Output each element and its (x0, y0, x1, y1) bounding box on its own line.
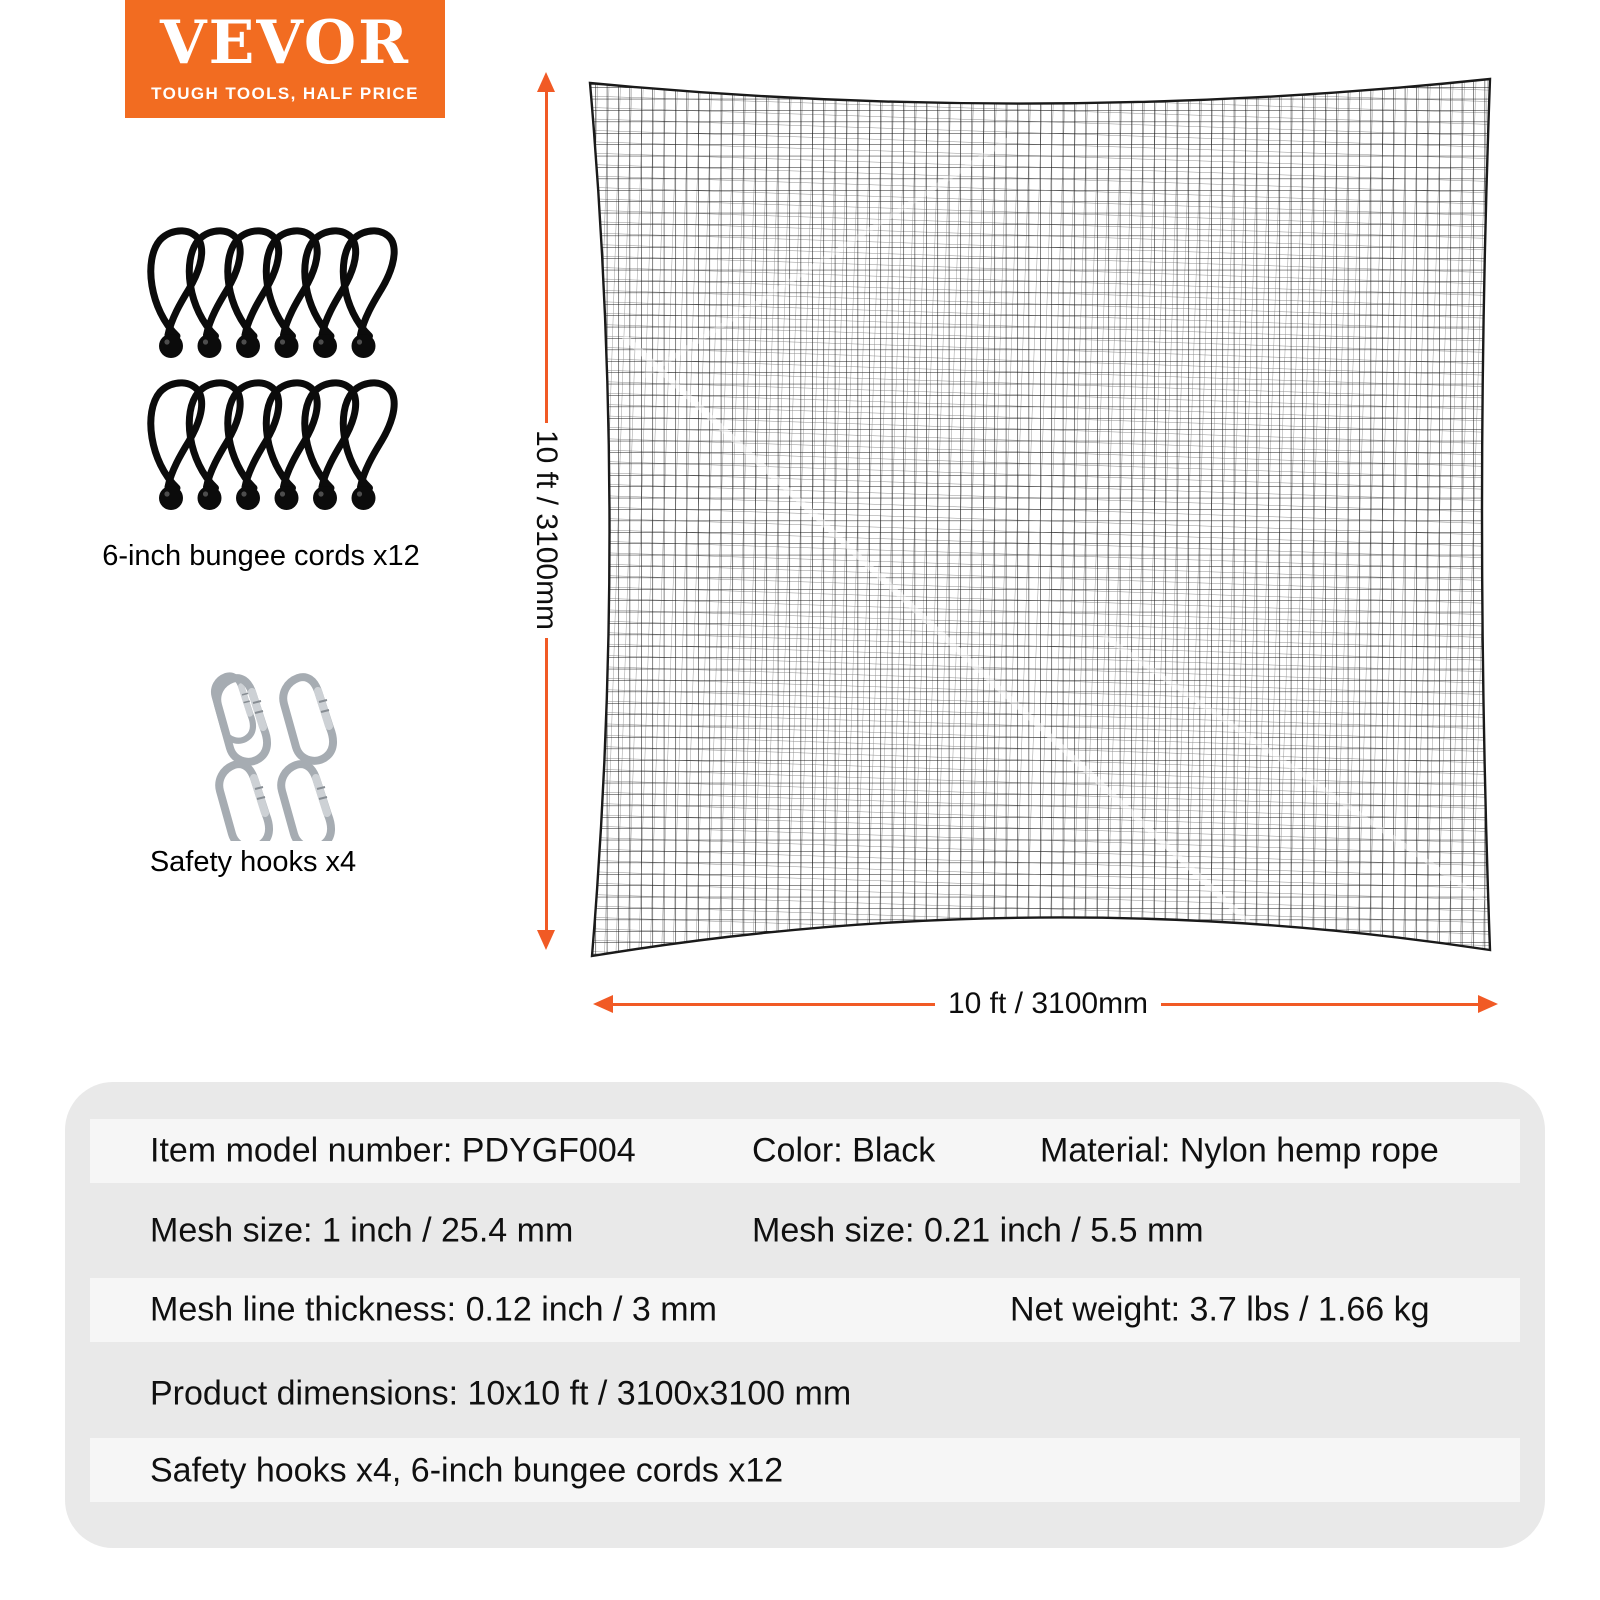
spec-color: Color: Black (752, 1131, 936, 1170)
spec-line-thickness: Mesh line thickness: 0.12 inch / 3 mm (150, 1290, 717, 1329)
spec-table: Item model number: PDYGF004 Color: Black… (65, 1082, 1545, 1548)
brand-name: VEVOR (160, 8, 410, 78)
brand-tagline: TOUGH TOOLS, HALF PRICE (151, 84, 419, 103)
dimension-line-horizontal-right (1161, 1002, 1478, 1006)
spec-mesh-size-1: Mesh size: 1 inch / 25.4 mm (150, 1211, 574, 1250)
safety-hooks-icon (203, 666, 343, 841)
dimension-arrowhead-right (1478, 995, 1498, 1013)
spec-row-stripe (90, 1119, 1520, 1183)
dimension-line-horizontal-left (613, 1002, 935, 1006)
dimension-arrowhead-up (537, 72, 555, 92)
spec-row-stripe (90, 1278, 1520, 1342)
spec-product-dimensions: Product dimensions: 10x10 ft / 3100x3100… (150, 1374, 852, 1413)
spec-row-stripe (90, 1438, 1520, 1502)
height-dimension-label: 10 ft / 3100mm (530, 429, 563, 631)
spec-included-accessories: Safety hooks x4, 6-inch bungee cords x12 (150, 1451, 784, 1490)
spec-mesh-size-2: Mesh size: 0.21 inch / 5.5 mm (752, 1211, 1204, 1250)
safety-hooks-label: Safety hooks x4 (149, 846, 357, 878)
dimension-line-vertical-bottom (544, 638, 548, 932)
net-creases (621, 133, 1486, 956)
bungee-cords-icon (120, 222, 440, 522)
dimension-line-vertical-top (544, 90, 548, 423)
spec-net-weight: Net weight: 3.7 lbs / 1.66 kg (1010, 1290, 1430, 1329)
brand-logo: VEVOR TOUGH TOOLS, HALF PRICE (125, 0, 445, 118)
net-illustration (588, 77, 1492, 958)
width-dimension-label: 10 ft / 3100mm (947, 987, 1149, 1020)
bungee-cords-label: 6-inch bungee cords x12 (102, 540, 420, 572)
spec-model-number: Item model number: PDYGF004 (150, 1131, 636, 1170)
dimension-arrowhead-down (537, 930, 555, 950)
dimension-arrowhead-left (593, 995, 613, 1013)
spec-material: Material: Nylon hemp rope (1040, 1131, 1439, 1170)
